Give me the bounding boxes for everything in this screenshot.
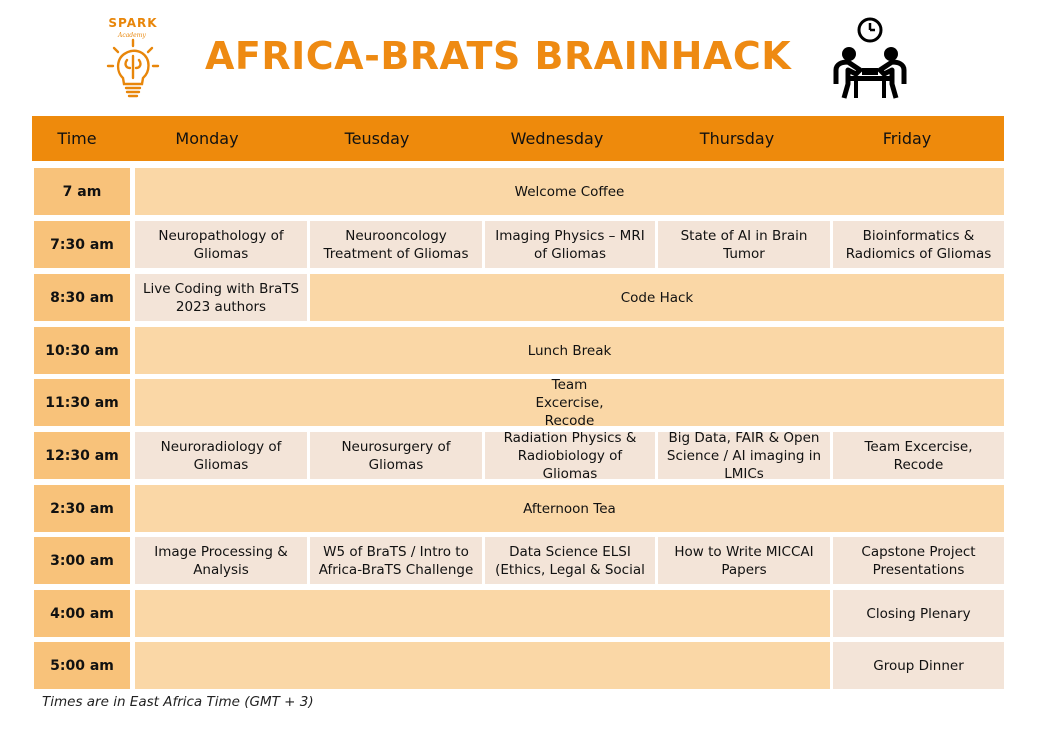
session-cell: How to Write MICCAI Papers (658, 537, 830, 584)
session-cell: Live Coding with BraTS 2023 authors (135, 274, 307, 321)
session-cell: Big Data, FAIR & Open Science / AI imagi… (658, 430, 830, 482)
session-afternoon-tea: Afternoon Tea (135, 485, 1004, 532)
timezone-footnote: Times are in East Africa Time (GMT + 3) (42, 694, 314, 710)
header-friday: Friday (882, 129, 932, 148)
session-cell: Capstone Project Presentations (833, 537, 1004, 584)
session-cell: Neurooncology Treatment of Gliomas (310, 221, 482, 268)
session-cell: State of AI in Brain Tumor (658, 221, 830, 268)
session-cell: Image Processing & Analysis (135, 537, 307, 584)
table-header-row: Time Monday Teusday Wednesday Thursday F… (32, 116, 1004, 161)
session-closing-plenary: Closing Plenary (833, 590, 1004, 637)
time-cell: 4:00 am (34, 590, 130, 637)
session-cell: Neurosurgery of Gliomas (310, 432, 482, 479)
header-time: Time (57, 129, 97, 148)
session-welcome-coffee: Welcome Coffee (135, 168, 1004, 215)
header-monday: Monday (175, 129, 239, 148)
spark-academy-logo: SPARK Academy (98, 12, 168, 98)
logo-name: SPARK (108, 16, 158, 30)
header-tuesday: Teusday (344, 129, 410, 148)
header-wednesday: Wednesday (510, 129, 604, 148)
session-empty (135, 590, 830, 637)
time-cell: 2:30 am (34, 485, 130, 532)
time-cell: 11:30 am (34, 379, 130, 426)
session-cell: Imaging Physics – MRI of Gliomas (485, 221, 655, 268)
page-title: AFRICA-BRATS BRAINHACK (205, 34, 792, 78)
meeting-clock-icon (833, 17, 907, 99)
session-group-dinner: Group Dinner (833, 642, 1004, 689)
session-cell: Neuropathology of Gliomas (135, 221, 307, 268)
session-team-exercise: Team Excercise, Recode (135, 377, 1004, 429)
session-cell: Neuroradiology of Gliomas (135, 432, 307, 479)
session-empty (135, 642, 830, 689)
time-cell: 12:30 am (34, 432, 130, 479)
time-cell: 10:30 am (34, 327, 130, 374)
session-cell: Team Excercise, Recode (833, 432, 1004, 479)
time-cell: 5:00 am (34, 642, 130, 689)
session-cell: W5 of BraTS / Intro to Africa-BraTS Chal… (310, 537, 482, 584)
session-cell: Data Science ELSI (Ethics, Legal & Socia… (485, 537, 655, 584)
session-cell: Radiation Physics & Radiobiology of Glio… (485, 430, 655, 482)
time-cell: 8:30 am (34, 274, 130, 321)
session-cell: Bioinformatics & Radiomics of Gliomas (833, 221, 1004, 268)
time-cell: 7:30 am (34, 221, 130, 268)
lightbulb-icon (106, 38, 160, 98)
header-thursday: Thursday (699, 129, 775, 148)
session-code-hack: Code Hack (310, 274, 1004, 321)
time-cell: 3:00 am (34, 537, 130, 584)
logo-subtitle: Academy (118, 32, 146, 39)
time-cell: 7 am (34, 168, 130, 215)
session-lunch: Lunch Break (135, 327, 1004, 374)
